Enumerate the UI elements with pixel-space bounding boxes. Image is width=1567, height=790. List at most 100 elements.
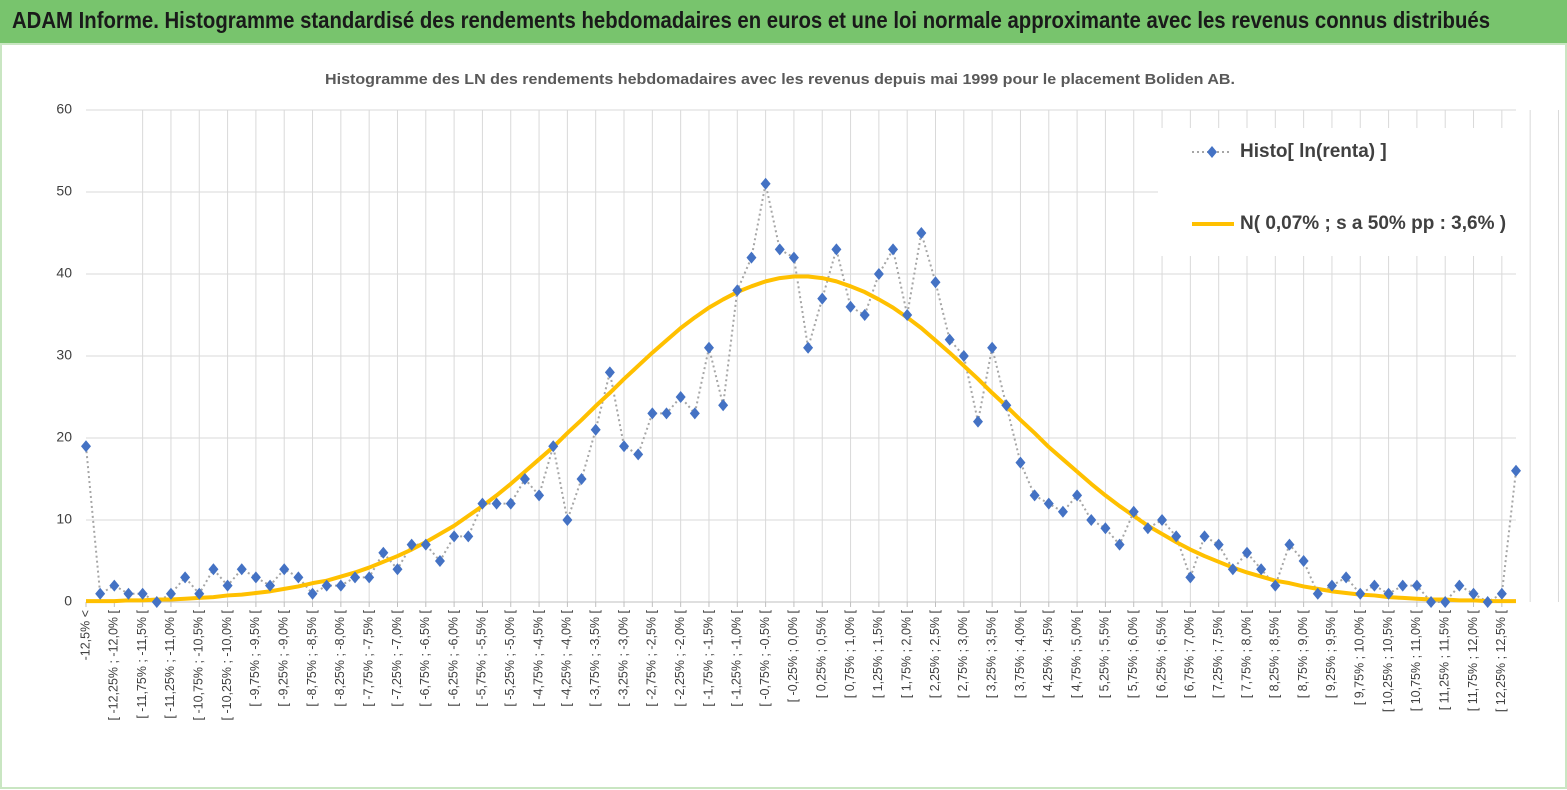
histogram-point (420, 538, 431, 551)
histogram-point (604, 366, 615, 379)
histogram-point (1114, 538, 1125, 551)
histogram-point (1072, 489, 1083, 502)
histogram-point (534, 489, 545, 502)
histogram-point (817, 292, 828, 305)
histogram-line (85, 183, 1517, 604)
legend-label: Histo[ ln(renta) ] (1240, 141, 1387, 162)
x-tick-label: [ 6,25% ; 6,5% [ (1154, 609, 1168, 698)
histogram-point (477, 497, 488, 510)
x-tick-label: [ 4,75% ; 5,0% [ (1069, 609, 1083, 698)
histogram-point (1496, 587, 1507, 600)
x-tick-label: [ -3,25% ; -3,0% [ (616, 609, 630, 706)
histogram-point (619, 440, 630, 453)
x-tick-label: [ 4,25% ; 4,5% [ (1041, 609, 1055, 698)
y-tick-label: 10 (56, 511, 72, 527)
histogram-point (1454, 579, 1465, 592)
x-tick-label: [ 7,25% ; 7,5% [ (1211, 609, 1225, 698)
y-tick-label: 20 (56, 429, 72, 445)
histogram-point (1440, 596, 1451, 608)
y-tick-label: 60 (56, 101, 72, 117)
x-tick-label: [ -0,75% ; -0,5% [ (758, 609, 772, 706)
x-tick-label: [ -7,25% ; -7,0% [ (390, 609, 404, 706)
histogram-point (1241, 546, 1252, 559)
x-tick-label: [ -6,25% ; -6,0% [ (446, 609, 460, 706)
x-tick-label: [ -12,25% ; -12,0% [ (107, 609, 121, 720)
histogram-point (1142, 522, 1153, 535)
x-tick-label: [ -5,25% ; -5,0% [ (503, 609, 517, 706)
histogram-point (873, 268, 884, 280)
histogram-point (888, 243, 899, 256)
histogram-point (902, 309, 913, 321)
x-tick-label: [ 8,75% ; 9,0% [ (1296, 609, 1310, 698)
x-tick-label: [ -4,25% ; -4,0% [ (560, 609, 574, 706)
histogram-point (1256, 563, 1267, 576)
histogram-point (1227, 563, 1238, 576)
histogram-point (576, 473, 587, 485)
histogram-point (491, 497, 502, 510)
header-title: ADAM Informe. Histogramme standardisé de… (12, 7, 1490, 33)
histogram-point (1298, 555, 1309, 567)
y-tick-label: 30 (56, 347, 72, 363)
x-tick-label: [ 5,75% ; 6,0% [ (1126, 609, 1140, 698)
histogram-point (1185, 571, 1196, 584)
histogram-point (718, 399, 729, 412)
x-tick-label: [ 1,75% ; 2,0% [ (899, 609, 913, 698)
histogram-point (1029, 489, 1040, 502)
histogram-point (1326, 579, 1337, 592)
x-tick-label: -12,5% < (78, 610, 92, 660)
histogram-point (633, 448, 644, 461)
y-tick-label: 50 (56, 183, 72, 199)
histogram-point (165, 587, 176, 600)
histogram-point (335, 579, 346, 592)
y-tick-label: 0 (64, 593, 72, 609)
x-tick-label: [ -6,75% ; -6,5% [ (418, 609, 432, 706)
histogram-point (1270, 579, 1281, 592)
histogram-point (463, 530, 474, 543)
histogram-point (109, 579, 120, 592)
histogram-point (307, 587, 318, 600)
x-tick-label: [ 9,75% ; 10,0% [ (1353, 609, 1367, 705)
histogram-point (222, 579, 233, 592)
histogram-point (265, 579, 276, 592)
histogram-point (1086, 514, 1097, 526)
histogram-point (449, 530, 460, 543)
x-tick-label: [ -11,75% ; -11,5% [ (135, 609, 149, 718)
histogram-point (987, 341, 998, 354)
histogram-point (1411, 579, 1422, 592)
histogram-point (746, 251, 757, 264)
x-tick-label: [ 11,75% ; 12,0% [ (1466, 609, 1480, 711)
histogram-point (81, 440, 91, 453)
histogram-point (1128, 505, 1139, 518)
histogram-point (1171, 530, 1182, 543)
histogram-point (1312, 587, 1323, 600)
histogram-point (1213, 538, 1224, 551)
histogram-point (972, 415, 983, 428)
histogram-point (859, 309, 870, 321)
normal-curve (86, 274, 1516, 604)
x-tick-label: [ -8,25% ; -8,0% [ (333, 609, 347, 706)
histogram-point (1057, 505, 1068, 518)
histogram-point (378, 546, 389, 559)
histogram-point (689, 407, 700, 420)
histogram-point (1397, 579, 1408, 592)
x-tick-label: [ -9,75% ; -9,5% [ (248, 609, 262, 706)
histogram-point (1468, 587, 1479, 600)
x-tick-label: [ 0,75% ; 1,0% [ (843, 609, 857, 698)
histogram-point (1426, 596, 1437, 608)
histogram-point (364, 571, 375, 584)
x-tick-label: [ -3,75% ; -3,5% [ (588, 609, 602, 706)
histogram-point (845, 300, 856, 313)
histogram-point (350, 571, 361, 584)
legend-swatch-marker (1207, 146, 1217, 158)
histogram-point (519, 473, 530, 485)
histogram-point (831, 243, 842, 256)
histogram-point (1383, 587, 1394, 600)
histogram-point (505, 497, 516, 510)
histogram-point (151, 596, 162, 608)
histogram-point (675, 391, 686, 403)
x-tick-label: [ 8,25% ; 8,5% [ (1268, 609, 1282, 698)
x-tick-label: [ 7,75% ; 8,0% [ (1239, 609, 1253, 698)
histogram-point (250, 571, 261, 584)
histogram-point (392, 563, 403, 576)
